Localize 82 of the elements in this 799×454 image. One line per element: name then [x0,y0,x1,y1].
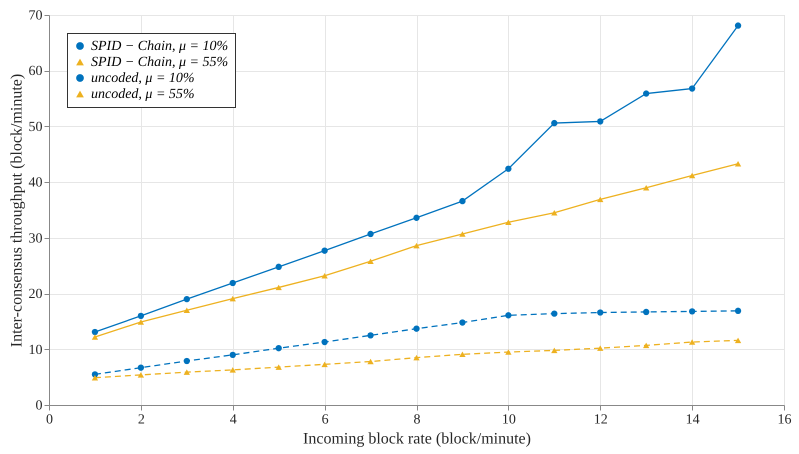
point [551,310,558,317]
y-tick-label: 30 [28,231,42,246]
point [184,358,190,364]
point [184,308,190,314]
point [505,349,512,355]
point [367,230,374,238]
point [734,308,742,314]
point [230,280,236,286]
y-tick-label: 20 [28,287,42,302]
point [505,166,512,172]
point [643,342,650,348]
y-tick-label: 0 [36,398,42,414]
point [92,374,98,380]
point [276,264,282,270]
point [367,332,374,339]
point [230,352,236,358]
point [321,338,328,346]
point [276,345,282,352]
y-tick-label: 70 [28,8,42,24]
x-tick-label: 8 [414,412,420,428]
y-tick-label: 60 [28,64,42,80]
point [551,120,558,126]
point [138,372,144,378]
point [367,258,374,264]
point [734,22,742,29]
point [688,339,696,345]
y-tick-label: 40 [28,176,42,191]
point [459,231,466,237]
legend-label: uncoded, μ = 10% [91,71,195,86]
point [734,338,742,344]
point [643,184,650,190]
x-tick-label: 14 [686,412,700,428]
y-tick-label: 50 [28,120,42,135]
x-tick-label: 2 [138,412,145,428]
x-tick-label: 12 [594,412,608,428]
x-tick-label: 10 [502,412,516,428]
point [321,273,328,278]
point [321,362,328,368]
point [688,308,696,315]
x-tick-label: 6 [322,412,329,428]
point [551,348,558,354]
point [184,369,190,375]
y-tick-label: 10 [28,342,42,358]
legend-label: uncoded, μ = 55% [91,87,195,102]
point [459,352,466,358]
point [643,90,650,97]
legend-label: SPID − Chain, μ = 10% [91,39,228,54]
point [688,172,696,178]
point [92,328,98,336]
point [734,161,742,166]
x-axis-title: Incoming block rate (block/minute) [303,430,531,448]
point [230,296,236,302]
point [459,198,466,204]
x-tick-label: 4 [230,412,237,428]
point [138,312,144,320]
point [688,85,696,92]
x-tick-label: 0 [46,412,53,428]
point [413,214,420,221]
point [276,284,282,290]
point [138,364,144,371]
point [551,210,558,216]
point [505,312,512,318]
point [597,196,604,202]
point [597,345,604,351]
point [413,242,420,248]
point [505,220,512,225]
point [413,326,420,332]
point [367,358,374,364]
point [276,364,282,370]
legend-label: SPID − Chain, μ = 55% [91,55,228,70]
point [413,354,420,360]
point [643,308,650,316]
y-axis-title: Inter-consensus throughput (block/minute) [8,74,26,348]
x-tick-label: 16 [778,412,792,428]
point [597,309,604,316]
point [92,334,98,340]
point [597,118,604,125]
point [230,367,236,373]
point [184,296,190,302]
point [321,248,328,254]
point [138,319,144,325]
point [459,319,466,326]
